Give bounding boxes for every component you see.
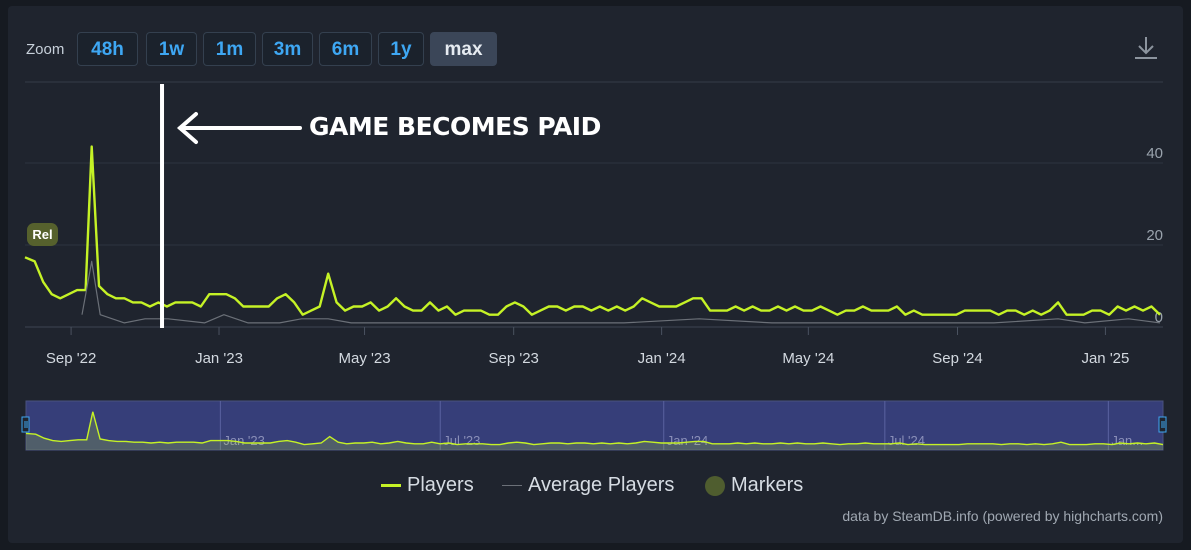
- players-line[interactable]: [24, 145, 1161, 316]
- average-players-line[interactable]: [81, 260, 1161, 324]
- legend-label: Players: [407, 474, 474, 496]
- x-tick-label: Sep '22: [46, 350, 96, 367]
- y-tick-label: 40: [1146, 145, 1163, 162]
- credit-text[interactable]: data by SteamDB.info (powered by highcha…: [842, 508, 1163, 524]
- release-marker-label: Rel: [32, 227, 52, 242]
- main-chart[interactable]: 0 20 40 Sep '22 Jan '23 May '23 Sep '23 Jan '24…: [0, 0, 1191, 400]
- annotation-arrow-icon: [176, 112, 302, 144]
- legend-swatch-icon: [502, 485, 522, 487]
- x-tick-label: Jan '25: [1081, 350, 1129, 367]
- zoom-button-max[interactable]: max: [430, 32, 497, 66]
- legend-item-average-players[interactable]: Average Players: [502, 474, 674, 497]
- release-marker[interactable]: Rel: [27, 223, 58, 246]
- legend-label: Markers: [731, 474, 804, 496]
- x-tick-label: Sep '23: [488, 350, 538, 367]
- zoom-button-1y[interactable]: 1y: [378, 32, 424, 66]
- legend: Players Average Players Markers: [0, 474, 1191, 500]
- legend-swatch-icon: [381, 484, 401, 488]
- x-tick-label: Jan '24: [638, 350, 686, 367]
- zoom-label: Zoom: [26, 41, 65, 58]
- legend-label: Average Players: [528, 474, 675, 496]
- chart-panel: [8, 6, 1183, 543]
- y-tick-label: 20: [1146, 227, 1163, 244]
- x-tick-label: Jan '23: [195, 350, 243, 367]
- legend-item-players[interactable]: Players: [381, 474, 474, 497]
- legend-item-markers[interactable]: Markers: [705, 474, 803, 497]
- zoom-button-48h[interactable]: 48h: [77, 32, 138, 66]
- x-tick-label: Sep '24: [932, 350, 982, 367]
- y-tick-label: 0: [1155, 309, 1163, 326]
- zoom-button-6m[interactable]: 6m: [319, 32, 372, 66]
- zoom-button-1m[interactable]: 1m: [203, 32, 256, 66]
- annotation-text: GAME BECOMES PAID: [309, 112, 601, 141]
- x-tick-label: May '24: [782, 350, 834, 367]
- zoom-button-3m[interactable]: 3m: [262, 32, 313, 66]
- zoom-button-1w[interactable]: 1w: [146, 32, 197, 66]
- download-icon[interactable]: [1132, 34, 1160, 62]
- legend-swatch-icon: [705, 475, 725, 496]
- x-tick-label: May '23: [338, 350, 390, 367]
